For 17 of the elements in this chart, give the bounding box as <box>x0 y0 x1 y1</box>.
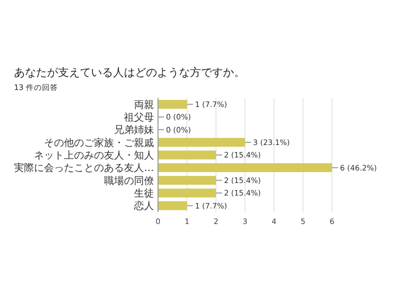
y-tick-label: 職場の同僚 <box>104 174 154 187</box>
bar <box>158 150 216 160</box>
bar <box>158 163 332 172</box>
chart-title: あなたが支えている人はどのような方ですか。 <box>14 66 245 79</box>
y-tick-label: ネット上のみの友人・知人 <box>34 150 154 162</box>
bar <box>158 138 245 147</box>
bar <box>158 100 187 109</box>
bar <box>158 201 187 210</box>
bar <box>158 188 216 198</box>
y-tick-label: 両親 <box>134 98 154 111</box>
y-tick-label: 実際に会ったことのある友人… <box>14 162 154 174</box>
y-tick-label: 祖父母 <box>124 112 154 124</box>
y-tick-label: 恋人 <box>133 200 154 212</box>
bar <box>158 176 216 185</box>
y-tick-label: その他のご家族・ご親戚 <box>44 136 154 149</box>
y-tick-label: 兄弟姉妹 <box>114 124 154 136</box>
y-tick-label: 生徒 <box>134 188 154 200</box>
